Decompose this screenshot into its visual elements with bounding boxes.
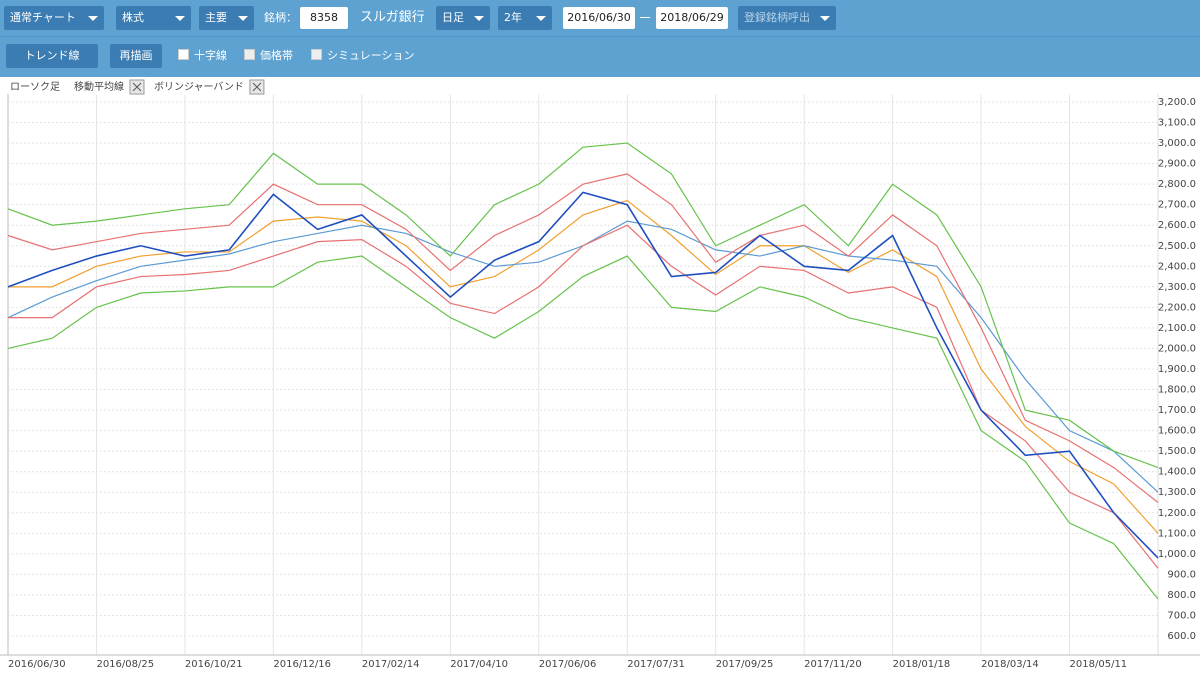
y-tick-label: 600.0: [1167, 631, 1196, 642]
toolbar: 通常チャート 株式 主要 銘柄： 8358 スルガ銀行 日足 2年 2016/0…: [0, 0, 1200, 36]
x-tick-label: 2017/02/14: [362, 659, 420, 670]
y-tick-label: 2,900.0: [1158, 159, 1196, 170]
checkbox[interactable]: 価格帯: [238, 44, 308, 68]
date-input[interactable]: 2016/06/30: [563, 7, 635, 29]
y-tick-label: 1,700.0: [1158, 405, 1196, 416]
button[interactable]: 再描画: [110, 44, 162, 68]
x-tick-label: 2016/10/21: [185, 659, 243, 670]
legend-label: ボリンジャーバンド: [154, 81, 244, 93]
y-tick-label: 2,800.0: [1158, 179, 1196, 190]
legend-label: 移動平均線: [74, 80, 124, 93]
y-tick-label: 900.0: [1167, 569, 1196, 580]
check: [244, 49, 255, 60]
dropdown[interactable]: 株式: [116, 6, 191, 30]
y-tick-label: 3,100.0: [1158, 118, 1196, 129]
y-tick-label: 1,600.0: [1158, 426, 1196, 437]
checkbox[interactable]: シミュレーション: [305, 44, 435, 68]
dropdown[interactable]: 主要: [199, 6, 254, 30]
x-tick-label: 2018/03/14: [981, 659, 1039, 670]
y-tick-label: 1,100.0: [1158, 528, 1196, 539]
date-input[interactable]: 2018/06/29: [656, 7, 728, 29]
dropdown[interactable]: 日足: [436, 6, 490, 30]
company: スルガ銀行: [360, 10, 425, 25]
x-tick-label: 2016/12/16: [273, 659, 331, 670]
series-line: [7, 173, 1159, 503]
y-tick-label: 3,000.0: [1158, 138, 1196, 149]
series-line: [7, 142, 1159, 469]
y-tick-label: 1,800.0: [1158, 385, 1196, 396]
label: 銘柄：: [264, 11, 297, 24]
y-tick-label: 2,400.0: [1158, 261, 1196, 272]
y-tick-label: 1,000.0: [1158, 549, 1196, 560]
label: 十字線: [194, 49, 227, 62]
y-tick-label: 1,500.0: [1158, 446, 1196, 457]
x-tick-label: 2018/05/11: [1070, 659, 1128, 670]
y-tick-label: 2,600.0: [1158, 220, 1196, 231]
y-tick-label: 2,700.0: [1158, 200, 1196, 211]
series-line: [7, 191, 1159, 559]
y-tick-label: 800.0: [1167, 590, 1196, 601]
button[interactable]: トレンド線: [6, 44, 98, 68]
x-tick-label: 2017/07/31: [627, 659, 685, 670]
x-tick-label: 2018/01/18: [893, 659, 951, 670]
label: 価格帯: [260, 49, 293, 62]
legend-close-icon: [132, 82, 142, 92]
separator: [640, 17, 650, 18]
y-tick-label: 2,200.0: [1158, 302, 1196, 313]
series-line: [7, 255, 1159, 600]
legend-label: ローソク足: [10, 81, 60, 93]
x-tick-label: 2017/06/06: [539, 659, 597, 670]
check: [311, 49, 322, 60]
y-tick-label: 2,100.0: [1158, 323, 1196, 334]
check: [178, 49, 189, 60]
y-tick-label: 1,900.0: [1158, 364, 1196, 375]
dropdown[interactable]: 登録銘柄呼出: [738, 6, 836, 30]
y-tick-label: 1,300.0: [1158, 487, 1196, 498]
y-tick-label: 2,300.0: [1158, 282, 1196, 293]
chart: 600.0 700.0 800.0 900.0 1,000.0 1,100.0 1,200.…: [0, 79, 1200, 670]
x-tick-label: 2017/04/10: [450, 659, 508, 670]
y-tick-label: 2,500.0: [1158, 241, 1196, 252]
y-tick-label: 1,200.0: [1158, 508, 1196, 519]
series-line: [8, 224, 1159, 569]
y-tick-label: 700.0: [1167, 610, 1196, 621]
x-tick-label: 2017/11/20: [804, 659, 862, 670]
x-tick-label: 2016/06/30: [8, 659, 66, 670]
series-line: [8, 199, 1159, 534]
legend-close-icon: [252, 82, 262, 92]
toolbar-2: トレンド線 再描画 十字線 価格帯 シミュレーション: [0, 36, 1200, 77]
label: シミュレーション: [327, 49, 415, 62]
x-tick-label: 2016/08/25: [96, 659, 154, 670]
y-tick-label: 2,000.0: [1158, 343, 1196, 354]
code-input[interactable]: 8358: [300, 7, 348, 29]
dropdown[interactable]: 2年: [498, 6, 552, 30]
y-tick-label: 1,400.0: [1158, 467, 1196, 478]
dropdown[interactable]: 通常チャート: [4, 6, 104, 30]
y-tick-label: 3,200.0: [1158, 97, 1196, 108]
checkbox[interactable]: 十字線: [172, 44, 242, 68]
x-tick-label: 2017/09/25: [716, 659, 774, 670]
